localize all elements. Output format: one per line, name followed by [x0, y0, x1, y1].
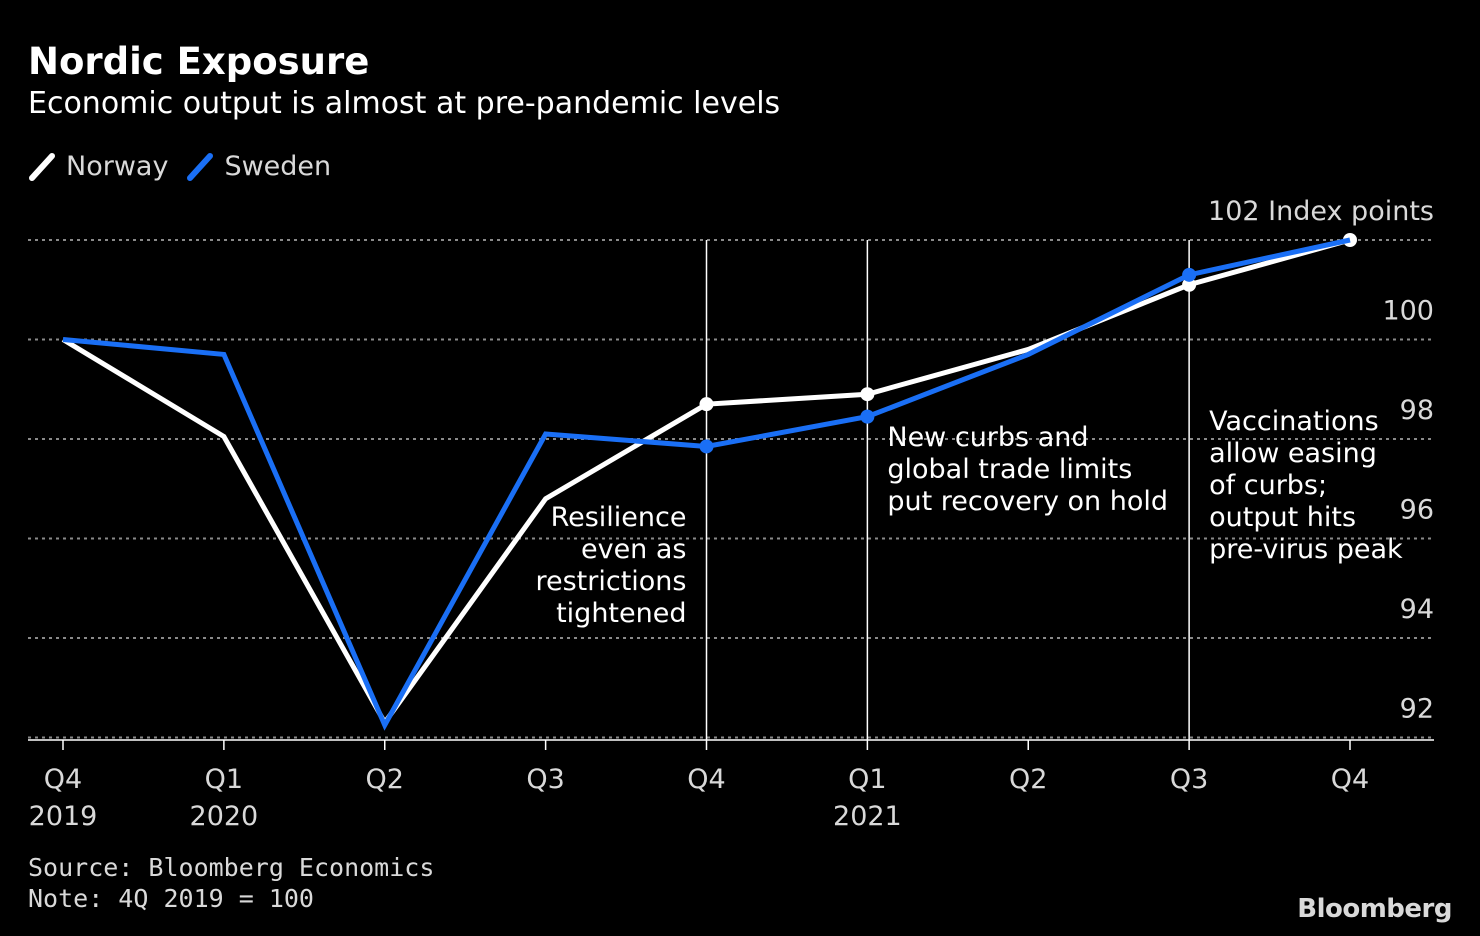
x-tick-label-3: Q3	[526, 764, 564, 795]
annotation-text-4-3: tightened	[556, 598, 686, 629]
annotation-text-5-2: put recovery on hold	[887, 486, 1168, 517]
x-tick-label-2: Q2	[366, 764, 404, 795]
x-tick-label-1: Q1	[205, 764, 243, 795]
series-point-sweden-5	[860, 409, 875, 424]
y-tick-label-100: 100	[1382, 296, 1434, 327]
y-tick-label-94: 94	[1400, 594, 1434, 625]
annotation-text-7-4: pre-virus peak	[1209, 534, 1403, 565]
series-point-sweden-7	[1182, 267, 1197, 282]
series-point-norway-4	[699, 397, 714, 412]
x-tick-label-5: Q1	[848, 764, 886, 795]
legend: Norway Sweden	[28, 150, 331, 182]
x-year-label-1: 2020	[190, 801, 259, 832]
sweden-swatch-icon	[187, 153, 214, 181]
legend-label-norway: Norway	[66, 150, 169, 182]
annotation-text-7-1: allow easing	[1209, 438, 1377, 469]
x-tick-label-7: Q3	[1170, 764, 1208, 795]
y-tick-label-102: 102 Index points	[1208, 196, 1434, 227]
series-point-sweden-4	[699, 439, 714, 454]
x-tick-label-8: Q4	[1331, 764, 1369, 795]
series-point-norway-7	[1182, 277, 1197, 292]
x-tick-label-4: Q4	[687, 764, 725, 795]
x-year-label-5: 2021	[833, 801, 902, 832]
series-point-norway-5	[860, 387, 875, 402]
y-tick-label-98: 98	[1400, 395, 1434, 426]
x-tick-label-6: Q2	[1009, 764, 1047, 795]
x-tick-label-0: Q4	[44, 764, 82, 795]
y-tick-label-96: 96	[1400, 495, 1434, 526]
note-text: Note: 4Q 2019 = 100	[28, 884, 314, 913]
chart-title: Nordic Exposure	[28, 40, 370, 83]
legend-item-norway: Norway	[28, 150, 168, 182]
annotation-text-4-2: restrictions	[535, 566, 686, 597]
annotation-text-7-3: output hits	[1209, 502, 1356, 533]
x-year-label-0: 2019	[29, 801, 98, 832]
y-tick-label-92: 92	[1400, 694, 1434, 725]
norway-swatch-icon	[29, 153, 55, 181]
legend-label-sweden: Sweden	[224, 150, 332, 182]
bloomberg-logo: Bloomberg	[1297, 894, 1452, 924]
annotation-text-5-0: New curbs and	[887, 422, 1088, 453]
source-text: Source: Bloomberg Economics	[28, 853, 435, 882]
source-notes: Source: Bloomberg Economics Note: 4Q 201…	[28, 852, 434, 914]
annotation-text-4-1: even as	[581, 534, 687, 565]
annotation-text-5-1: global trade limits	[887, 454, 1132, 485]
legend-item-sweden: Sweden	[186, 150, 331, 182]
annotation-text-7-2: of curbs;	[1209, 470, 1327, 501]
annotation-text-7-0: Vaccinations	[1209, 406, 1379, 437]
annotation-text-4-0: Resilience	[551, 502, 687, 533]
chart-subtitle: Economic output is almost at pre-pandemi…	[28, 86, 781, 121]
